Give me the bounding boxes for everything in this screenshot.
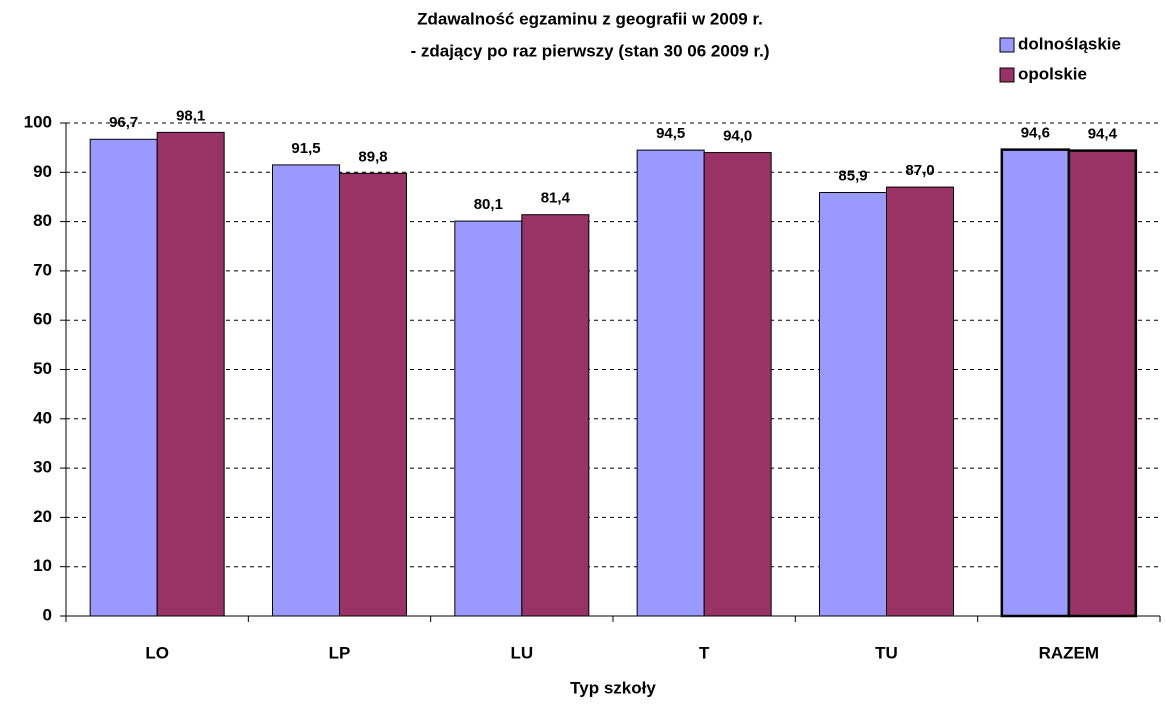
legend-label: dolnośląskie (1018, 34, 1121, 53)
y-tick-label: 60 (33, 310, 52, 329)
bar (1067, 149, 1138, 618)
chart-subtitle: - zdający po raz pierwszy (stan 30 06 20… (410, 41, 769, 60)
x-axis-title: Typ szkoły (570, 678, 656, 697)
bar (454, 220, 523, 617)
y-tick-label: 100 (24, 112, 52, 131)
bar (886, 186, 954, 617)
bar (1000, 148, 1071, 618)
value-label: 80,1 (474, 196, 503, 213)
legend-label: opolskie (1018, 64, 1087, 83)
value-label: 91,5 (291, 140, 320, 157)
value-label: 94,5 (656, 125, 685, 142)
x-tick-label: LP (329, 643, 351, 662)
value-label: 89,8 (358, 148, 387, 165)
y-tick-label: 0 (43, 605, 52, 624)
bar (636, 149, 705, 617)
value-label: 98,1 (176, 107, 205, 124)
bar (89, 138, 158, 617)
value-label: 96,7 (109, 114, 138, 131)
y-tick-label: 10 (33, 556, 52, 575)
value-label: 94,4 (1088, 126, 1118, 143)
value-label: 94,6 (1021, 125, 1050, 142)
x-tick-label: T (699, 643, 710, 662)
y-tick-label: 30 (33, 458, 52, 477)
x-tick-label: LU (510, 643, 533, 662)
y-tick-label: 50 (33, 359, 52, 378)
value-label: 94,0 (723, 128, 752, 145)
bar (819, 192, 887, 617)
value-label: 87,0 (905, 162, 934, 179)
x-tick-label: LO (145, 643, 169, 662)
y-tick-label: 40 (33, 408, 52, 427)
bar (272, 164, 340, 617)
y-tick-label: 80 (33, 211, 52, 230)
legend-swatch (999, 37, 1015, 53)
value-label: 85,9 (838, 167, 867, 184)
y-tick-label: 70 (33, 260, 52, 279)
y-tick-label: 90 (33, 162, 52, 181)
bar (703, 152, 772, 617)
bar (339, 172, 407, 617)
bar (521, 214, 590, 617)
y-tick-label: 20 (33, 507, 52, 526)
x-tick-label: RAZEM (1039, 643, 1099, 662)
bar (156, 131, 225, 617)
value-label: 81,4 (541, 190, 571, 207)
chart-title: Zdawalność egzaminu z geografii w 2009 r… (417, 9, 763, 28)
x-tick-label: TU (875, 643, 898, 662)
legend-swatch (999, 67, 1015, 83)
